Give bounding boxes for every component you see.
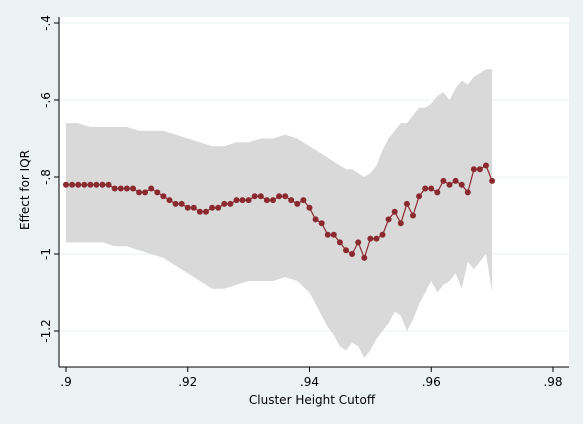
data-point [282, 193, 289, 200]
x-tick-label: .92 [178, 375, 197, 389]
data-point [87, 181, 94, 188]
data-point [458, 181, 465, 188]
y-tick-label: -1 [39, 248, 53, 260]
y-tick-label: -.8 [39, 169, 53, 185]
data-point [355, 239, 362, 246]
y-tick-label: -.6 [39, 92, 53, 108]
data-point [270, 197, 276, 204]
data-point [203, 208, 209, 215]
data-point [172, 200, 179, 207]
data-point [239, 197, 246, 204]
data-point [379, 231, 386, 238]
data-point [422, 185, 429, 192]
data-point [196, 208, 203, 215]
y-axis-title: Effect for IQR [18, 150, 32, 230]
data-point [123, 185, 130, 192]
data-point [349, 251, 356, 257]
confidence-band-group [66, 69, 493, 358]
data-point [154, 189, 161, 196]
data-point [263, 197, 270, 204]
data-point [464, 189, 471, 196]
data-point [233, 197, 240, 204]
data-point [160, 193, 167, 200]
data-point [410, 212, 416, 219]
x-tick-label: .98 [543, 375, 562, 389]
effect-line-group [63, 162, 496, 261]
data-point [403, 200, 410, 207]
data-point [294, 200, 301, 207]
y-tick-label: -1.2 [39, 319, 53, 342]
confidence-band [66, 69, 493, 358]
data-point [69, 181, 76, 188]
data-point [397, 220, 404, 227]
data-point [312, 216, 319, 223]
data-point [476, 166, 483, 173]
data-point [361, 254, 368, 261]
data-point [130, 185, 136, 192]
data-point [373, 235, 380, 242]
data-point [428, 185, 435, 192]
axes [58, 17, 569, 368]
data-point [300, 197, 307, 204]
data-point [385, 216, 392, 223]
data-point [251, 193, 258, 200]
data-point [318, 220, 325, 227]
x-ticks: .9 .92 .94 .96 .98 [60, 367, 563, 389]
data-point [63, 181, 69, 188]
data-point [117, 185, 124, 192]
data-point [330, 231, 337, 238]
data-point [483, 162, 489, 169]
data-point [166, 197, 173, 204]
data-point [190, 204, 197, 211]
data-point [306, 204, 313, 211]
data-point [440, 177, 447, 184]
data-point [136, 189, 143, 196]
data-point [367, 235, 374, 242]
x-tick-label: .96 [422, 375, 441, 389]
x-tick-label: .94 [300, 375, 319, 389]
data-point [81, 181, 88, 188]
x-tick-label: .9 [60, 375, 71, 389]
data-point [215, 204, 222, 211]
data-point [343, 247, 349, 254]
data-point [446, 181, 453, 188]
data-point [93, 181, 100, 188]
data-point [257, 193, 264, 200]
data-point [416, 193, 423, 200]
data-point [99, 181, 106, 188]
data-point [178, 200, 185, 207]
data-point [227, 200, 234, 207]
x-axis-title: Cluster Height Cutoff [249, 393, 376, 407]
data-point [105, 181, 112, 188]
data-point [184, 204, 191, 211]
data-point [142, 189, 149, 196]
data-point [324, 231, 331, 238]
data-point [489, 177, 496, 184]
data-point [221, 200, 228, 207]
data-point [111, 185, 118, 192]
data-point [288, 197, 295, 204]
data-point [470, 166, 477, 173]
data-point [148, 185, 155, 192]
y-tick-label: -.4 [39, 15, 53, 31]
data-point [276, 193, 283, 200]
data-point [336, 239, 343, 246]
y-ticks: -1.2 -1 -.8 -.6 -.4 [39, 15, 59, 343]
data-point [434, 189, 441, 196]
data-point [391, 208, 398, 215]
data-point [209, 204, 216, 211]
data-point [452, 177, 459, 184]
data-point [75, 181, 82, 188]
data-point [245, 197, 252, 204]
